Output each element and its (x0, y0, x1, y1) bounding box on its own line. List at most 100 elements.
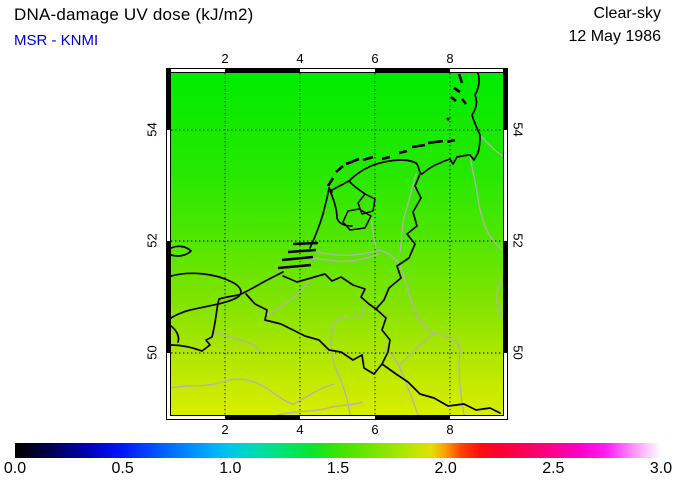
wadden-island (381, 155, 391, 161)
country-border (245, 293, 363, 361)
wadden-island (457, 73, 464, 84)
header-right: Clear-sky 12 May 1986 (568, 5, 661, 46)
delta-island (292, 241, 319, 246)
colorbar-tick-label: 0.0 (3, 460, 27, 477)
frame-segment-left (166, 130, 171, 241)
lon-tick-label-bottom: 8 (446, 422, 454, 437)
polder-outline (357, 193, 376, 215)
frame-segment-left (166, 68, 171, 130)
uv-dose-map (166, 68, 508, 420)
wadden-island (345, 157, 360, 166)
map-svg (166, 68, 508, 420)
wadden-island (450, 95, 457, 103)
delta-island (281, 255, 314, 262)
frame-inner-outline (170, 72, 504, 416)
wadden-island (453, 86, 461, 94)
colorbar-gradient (15, 443, 661, 458)
frame-segment-top (450, 68, 503, 73)
coastline (331, 180, 350, 191)
frame-segment-left (166, 353, 171, 420)
coastline (348, 180, 366, 195)
coastline (171, 325, 180, 343)
country-border (361, 308, 391, 375)
delta-island (287, 248, 317, 254)
river-line (399, 173, 417, 253)
river-line (209, 330, 263, 354)
frame-segment-top (300, 68, 375, 73)
river-line (264, 277, 311, 318)
frame-segment-right (503, 353, 508, 420)
colorbar-tick-label: 2.0 (434, 460, 457, 477)
coastline (171, 271, 284, 352)
frame-segment-bottom (171, 415, 225, 420)
colorbar-tick-label: 3.0 (649, 460, 673, 477)
lat-tick-label-right: 54 (510, 122, 526, 137)
date-label: 12 May 1986 (568, 28, 661, 45)
frame-segment-right (503, 130, 508, 241)
wadden-island (398, 149, 408, 155)
river-line (479, 134, 503, 157)
river-line (469, 154, 503, 251)
frame-segment-top (225, 68, 300, 73)
colorbar-tick-label: 1.5 (326, 460, 350, 477)
colorbar-tick-label: 2.5 (542, 460, 565, 477)
coastline (171, 245, 192, 257)
frame-segment-top (171, 68, 225, 73)
river-line (496, 277, 503, 319)
frame-segment-bottom (300, 415, 375, 420)
uv-dose-field (171, 73, 503, 415)
polder-outline (342, 208, 372, 231)
delta-island (277, 263, 312, 270)
coastline (171, 272, 242, 319)
frame-outer-outline (166, 68, 508, 420)
frame-segment-bottom (225, 415, 300, 420)
wadden-island (362, 155, 374, 162)
wadden-island (446, 138, 456, 144)
wadden-island (427, 139, 444, 145)
lon-tick-label-top: 4 (296, 51, 304, 66)
wadden-island (460, 98, 468, 105)
colorbar-tick-label: 0.5 (111, 460, 134, 477)
country-border (381, 363, 501, 414)
plot-title: DNA-damage UV dose (kJ/m2) (14, 5, 254, 24)
frame-segment-right (503, 241, 508, 353)
lon-tick-label-bottom: 6 (371, 422, 379, 437)
coastline (309, 187, 333, 249)
frame-segment-bottom (450, 415, 503, 420)
river-line (378, 249, 465, 415)
sky-condition-label: Clear-sky (593, 5, 661, 22)
river-line (398, 332, 436, 367)
river-line (305, 253, 380, 262)
lon-tick-label-bottom: 2 (221, 422, 229, 437)
lat-tick-label-right: 52 (510, 233, 526, 248)
frame-segment-right (503, 68, 508, 130)
lat-tick-label-right: 50 (510, 345, 526, 360)
river-line (293, 383, 335, 405)
frame-segment-bottom (375, 415, 450, 420)
lat-tick-label-left: 52 (144, 233, 160, 248)
river-line (171, 378, 295, 405)
header-left: DNA-damage UV dose (kJ/m2) MSR - KNMI (14, 5, 254, 49)
river-line (277, 401, 363, 415)
wadden-island (326, 177, 335, 187)
wadden-island (335, 165, 344, 173)
wadden-island (446, 117, 450, 121)
lon-tick-label-bottom: 4 (296, 422, 304, 437)
coastline (348, 73, 481, 182)
country-border (282, 273, 377, 310)
frame-segment-top (375, 68, 450, 73)
wadden-island (411, 143, 426, 149)
country-border (375, 173, 422, 310)
river-line (370, 217, 377, 249)
lon-tick-label-top: 2 (221, 51, 229, 66)
lon-tick-label-top: 6 (371, 51, 379, 66)
lon-tick-label-top: 8 (446, 51, 454, 66)
river-line (307, 249, 380, 256)
frame-segment-left (166, 241, 171, 353)
lat-tick-label-left: 50 (144, 345, 160, 360)
colorbar-tick-label: 1.0 (219, 460, 242, 477)
lat-tick-label-left: 54 (144, 122, 160, 137)
river-line (330, 304, 365, 415)
data-source-label: MSR - KNMI (14, 32, 99, 49)
